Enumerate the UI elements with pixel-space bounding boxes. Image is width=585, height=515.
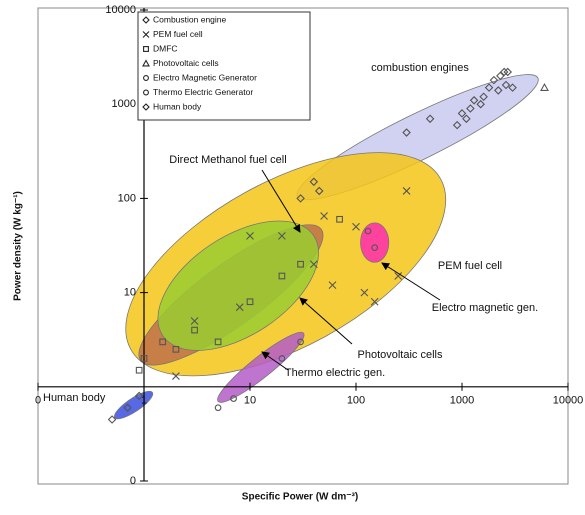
point xyxy=(489,75,499,85)
x-axis-label: Specific Power (W dm⁻³) xyxy=(242,492,358,503)
point xyxy=(336,215,343,223)
legend-label: Photovoltaic cells xyxy=(153,58,219,68)
legend-label: DMFC xyxy=(153,43,178,53)
point xyxy=(425,114,435,124)
point xyxy=(402,187,411,195)
point xyxy=(364,227,372,235)
point xyxy=(457,109,467,118)
point xyxy=(479,92,488,102)
point xyxy=(172,372,180,380)
region-label: combustion engines xyxy=(371,62,469,74)
point xyxy=(142,103,150,111)
point xyxy=(230,395,237,402)
point xyxy=(191,326,198,334)
point xyxy=(296,194,305,203)
point xyxy=(140,355,148,362)
legend-box xyxy=(137,11,311,121)
annotation-arrow xyxy=(261,351,289,371)
region-ellipse xyxy=(360,222,390,263)
regions xyxy=(114,74,539,420)
plot-frame xyxy=(37,7,569,485)
point xyxy=(278,355,286,362)
y-tick-label: 10000 xyxy=(105,4,136,16)
y-axis-label: Power density (W kg⁻¹) xyxy=(13,191,24,301)
region-label: Electro magnetic gen. xyxy=(432,302,538,314)
point xyxy=(394,272,403,280)
legend-label: Combustion engine xyxy=(153,14,227,24)
point xyxy=(462,114,471,124)
region-label: Photovoltaic cells xyxy=(358,349,443,361)
x-tick-label: 1000 xyxy=(450,395,474,407)
point xyxy=(352,222,360,231)
point xyxy=(235,303,244,312)
x-tick-label: 100 xyxy=(347,395,365,407)
point xyxy=(501,80,511,90)
point xyxy=(309,260,318,269)
point xyxy=(107,415,117,424)
point xyxy=(246,298,254,306)
point xyxy=(214,338,222,346)
point xyxy=(328,281,337,290)
x-tick-label: 0 xyxy=(35,395,41,407)
y-tick-label: 0 xyxy=(130,475,136,487)
point xyxy=(278,231,286,240)
y-tick-label: 10 xyxy=(124,287,136,299)
point xyxy=(214,404,222,412)
point xyxy=(466,104,475,113)
point xyxy=(135,366,143,374)
legend-label: Thermo Electric Generator xyxy=(153,87,253,97)
point xyxy=(371,244,379,252)
annotation-arrow xyxy=(299,297,353,345)
point xyxy=(278,272,286,280)
x-tick-label: 10000 xyxy=(553,395,584,407)
y-tick-label: 100 xyxy=(118,192,136,204)
point xyxy=(172,345,180,353)
point xyxy=(320,212,328,220)
point xyxy=(246,231,254,240)
point xyxy=(143,46,149,52)
point xyxy=(134,391,144,401)
point xyxy=(123,403,132,412)
point xyxy=(508,83,517,92)
legend-label: Electro Magnetic Generator xyxy=(153,72,257,82)
x-tick-label: 10 xyxy=(244,395,256,407)
region-label: Direct Methanol fuel cell xyxy=(169,154,286,166)
point xyxy=(476,99,485,109)
point xyxy=(143,75,149,81)
point xyxy=(402,128,411,137)
point xyxy=(142,31,150,38)
point xyxy=(503,67,513,77)
annotation-arrow xyxy=(381,262,441,301)
point xyxy=(143,89,149,96)
point xyxy=(452,120,462,130)
region-label: Thermo electric gen. xyxy=(285,367,385,379)
point xyxy=(142,59,150,67)
point xyxy=(159,338,167,346)
annotation-arrow xyxy=(261,169,301,233)
point xyxy=(309,177,319,187)
y-tick-label: 1000 xyxy=(112,98,136,110)
point xyxy=(297,338,304,346)
point xyxy=(360,288,369,297)
region-label: PEM fuel cell xyxy=(438,260,502,272)
region-label: Human body xyxy=(43,392,106,404)
point xyxy=(297,260,304,268)
point xyxy=(190,317,199,325)
point xyxy=(314,186,324,196)
point xyxy=(484,83,494,92)
legend-label: Human body xyxy=(153,101,202,111)
point xyxy=(469,96,479,105)
region-ellipse xyxy=(114,390,154,420)
point xyxy=(540,82,549,91)
point xyxy=(494,86,503,95)
point xyxy=(370,297,379,306)
region-ellipse xyxy=(217,331,305,403)
point xyxy=(142,16,150,24)
point xyxy=(496,71,505,81)
x-tick-label: 1 xyxy=(141,395,147,407)
legend-label: PEM fuel cell xyxy=(153,29,203,39)
